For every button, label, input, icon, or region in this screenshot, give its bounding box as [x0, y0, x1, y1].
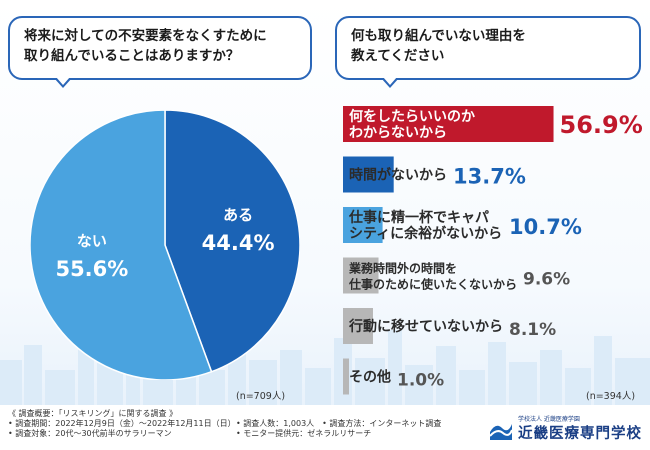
bar-category-label: シティに余裕がないから [349, 225, 502, 242]
pie-slice-nai [30, 110, 213, 380]
bar [343, 156, 394, 193]
bar-value-label: 56.9% [560, 111, 643, 139]
bar-value-label: 10.7% [509, 215, 582, 239]
right-question-box: 何も取り組んでいない理由を 教えてください [335, 16, 641, 88]
pie-value-label: 44.4% [202, 231, 275, 255]
bar-value-label: 9.6% [523, 270, 570, 290]
survey-provider: • モニター提供元：ゼネラルリサーチ [236, 429, 372, 438]
school-logo: 学校法人 近畿医療学園 近畿医療専門学校 [488, 413, 648, 447]
bar [343, 106, 554, 142]
right-question-line-1: 何も取り組んでいない理由を [351, 28, 526, 44]
logo-subtitle: 学校法人 近畿医療学園 [518, 416, 580, 423]
bar-value-label: 13.7% [453, 165, 526, 189]
logo-name: 近畿医療専門学校 [518, 426, 642, 442]
pie-sample-size: (n=709人) [236, 391, 286, 402]
bar [343, 207, 383, 243]
bar-value-label: 8.1% [509, 320, 556, 340]
pie-slice-aru [164, 110, 300, 373]
survey-row-2: • 調査対象：20代〜30代前半のサラリーマン • モニター提供元：ゼネラルリサー… [8, 429, 478, 439]
bar-category-label: その他 [349, 369, 391, 386]
bar-sample-size: (n=394人) [586, 391, 636, 402]
pie-chart: ある 44.4% ない 55.6% [30, 110, 300, 380]
bar-category-label: 業務時間外の時間を [348, 261, 457, 276]
bar [343, 257, 379, 294]
bar-category-label: 時間がないから [349, 167, 447, 184]
pie-label: ある [223, 206, 253, 224]
pie-value-label: 55.6% [55, 257, 128, 281]
survey-count-method: • 調査人数：1,003人 • 調査方法：インターネット調査 [236, 419, 442, 428]
survey-period: • 調査期間：2022年12月9日（金）〜2022年12月11日（日） [8, 419, 236, 428]
wave-logo-icon [489, 424, 513, 440]
right-question-line-2: 教えてください [351, 48, 445, 64]
survey-row-1: • 調査期間：2022年12月9日（金）〜2022年12月11日（日）• 調査人… [8, 419, 478, 429]
bar-category-label: 行動に移せていないから [348, 318, 503, 335]
pie-label: ない [77, 232, 107, 250]
left-question-box: 将来に対しての不安要素をなくすために 取り組んでいることはありますか？ [8, 16, 312, 88]
bar-category-label: 仕事に精一杯でキャパ [348, 209, 489, 226]
bar-category-label: 何をしたらいいのか [349, 108, 475, 125]
survey-title: 《 調査概要：「リスキリング」に関する調査 》 [8, 409, 178, 418]
survey-overview: 《 調査概要：「リスキリング」に関する調査 》 • 調査期間：2022年12月9… [8, 409, 478, 439]
survey-target: • 調査対象：20代〜30代前半のサラリーマン [8, 429, 172, 438]
bar [343, 308, 373, 344]
left-question-line-1: 将来に対しての不安要素をなくすために [24, 28, 267, 44]
bar-value-label: 1.0% [397, 371, 444, 391]
bar [343, 358, 349, 395]
bar-category-label: わからないから [349, 125, 447, 141]
left-question-line-2: 取り組んでいることはありますか？ [24, 48, 240, 64]
bar-category-label: 仕事のために使いたくないから [348, 277, 517, 292]
